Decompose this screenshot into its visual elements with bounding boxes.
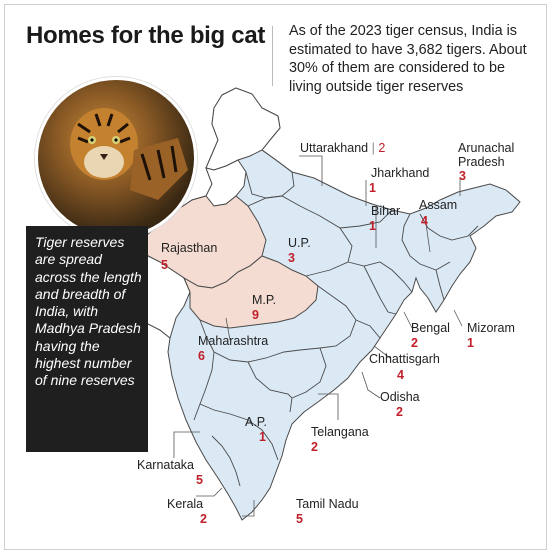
state-count-telangana: 2 [311, 440, 318, 454]
state-label-tamil-nadu: Tamil Nadu [296, 497, 359, 511]
graphic-frame [4, 4, 547, 550]
state-count-jharkhand: 1 [369, 181, 376, 195]
state-count-arunachal: 3 [459, 169, 466, 183]
state-label-maharashtra: Maharashtra [198, 334, 269, 348]
state-count-ap: 1 [259, 430, 266, 444]
state-label-rajasthan: Rajasthan [161, 241, 218, 255]
state-count-maharashtra: 6 [198, 349, 205, 363]
map-north-white [205, 87, 281, 171]
state-label-jharkhand: Jharkhand [371, 166, 430, 180]
state-label-arunachal: Arunachal Pradesh [458, 141, 515, 169]
state-count-kerala: 2 [200, 512, 207, 526]
header-divider [272, 26, 273, 86]
state-label-kerala: Kerala [167, 497, 204, 511]
state-count-assam: 4 [421, 214, 428, 228]
leader-lines [173, 155, 463, 517]
state-count-rajasthan: 5 [161, 258, 168, 272]
state-label-assam: Assam [419, 198, 458, 212]
state-label-up: U.P. [288, 236, 311, 250]
map-punjab-white [205, 159, 247, 207]
state-label-uttarakhand: Uttarakhand | 2 [300, 141, 386, 155]
state-count-odisha: 2 [396, 405, 403, 419]
state-count-mp: 9 [252, 308, 259, 322]
state-label-bengal: Bengal [411, 321, 450, 335]
map-madhya-pradesh [182, 255, 319, 329]
sidebar-panel [26, 226, 148, 452]
state-label-chhattisgarh: Chhattisgarh [369, 352, 440, 366]
state-label-mizoram: Mizoram [467, 321, 515, 335]
state-label-odisha: Odisha [380, 390, 420, 404]
state-count-chhattisgarh: 4 [397, 368, 404, 382]
tiger-photo [35, 77, 197, 239]
intro-text: As of the 2023 tiger census, India is es… [289, 23, 527, 95]
state-count-bihar: 1 [369, 219, 376, 233]
state-count-up: 3 [288, 251, 295, 265]
state-label-karnataka: Karnataka [137, 458, 194, 472]
state-count-tamil-nadu: 5 [296, 512, 303, 526]
page-title: Homes for the big cat [26, 22, 266, 49]
map-state-borders [193, 149, 479, 487]
state-label-ap: A.P. [245, 415, 268, 429]
tiger-face-icon [70, 108, 188, 200]
state-label-mp: M.P. [252, 293, 277, 307]
state-label-telangana: Telangana [311, 425, 369, 439]
state-count-bengal: 2 [411, 336, 418, 350]
sidebar-text: Tiger reserves are spread across the len… [35, 234, 142, 389]
state-count-mizoram: 1 [467, 336, 474, 350]
state-count-karnataka: 5 [196, 473, 203, 487]
state-label-bihar: Bihar [371, 204, 401, 218]
